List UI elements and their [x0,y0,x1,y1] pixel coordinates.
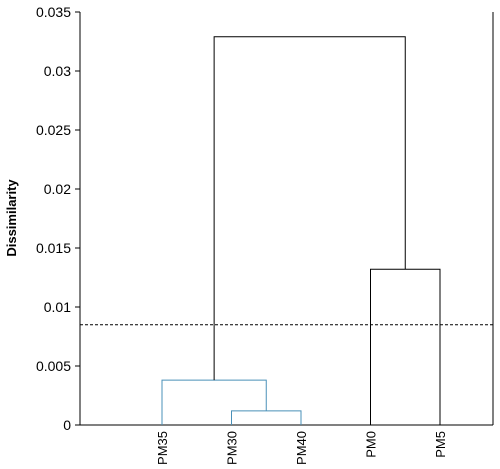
y-tick-label: 0.035 [36,4,71,20]
dendrogram-link [213,36,406,381]
dendrogram-link [161,379,267,425]
leaf-label: PM0 [364,431,379,458]
leaf-label: PM5 [433,431,448,458]
leaf-label: PM35 [155,431,170,465]
leaf-label: PM30 [225,431,240,465]
y-tick-label: 0.025 [36,122,71,138]
leaf-labels: PM35 PM30 PM40 PM0 PM5 [155,431,448,465]
y-tick-label: 0.015 [36,240,71,256]
axes [79,12,494,426]
y-tick-label: 0.01 [44,299,71,315]
leaf-label: PM40 [294,431,309,465]
y-axis-title: Dissimilarity [4,179,19,257]
dendrogram-links [161,36,441,425]
y-tick-label: 0.02 [44,181,71,197]
y-axis-ticks: 0 0.005 0.01 0.015 0.02 0.025 0.03 0.035 [36,4,80,433]
dendrogram-link [231,410,302,425]
dendrogram-link [370,268,441,425]
y-tick-label: 0.03 [44,63,71,79]
y-tick-label: 0.005 [36,358,71,374]
y-tick-label: 0 [63,417,71,433]
